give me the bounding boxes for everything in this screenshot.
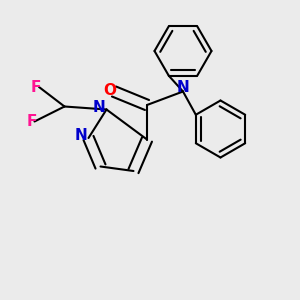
- Text: N: N: [75, 128, 87, 142]
- Text: N: N: [177, 80, 189, 94]
- Text: F: F: [26, 114, 37, 129]
- Text: F: F: [31, 80, 41, 94]
- Text: O: O: [103, 83, 116, 98]
- Text: N: N: [93, 100, 105, 115]
